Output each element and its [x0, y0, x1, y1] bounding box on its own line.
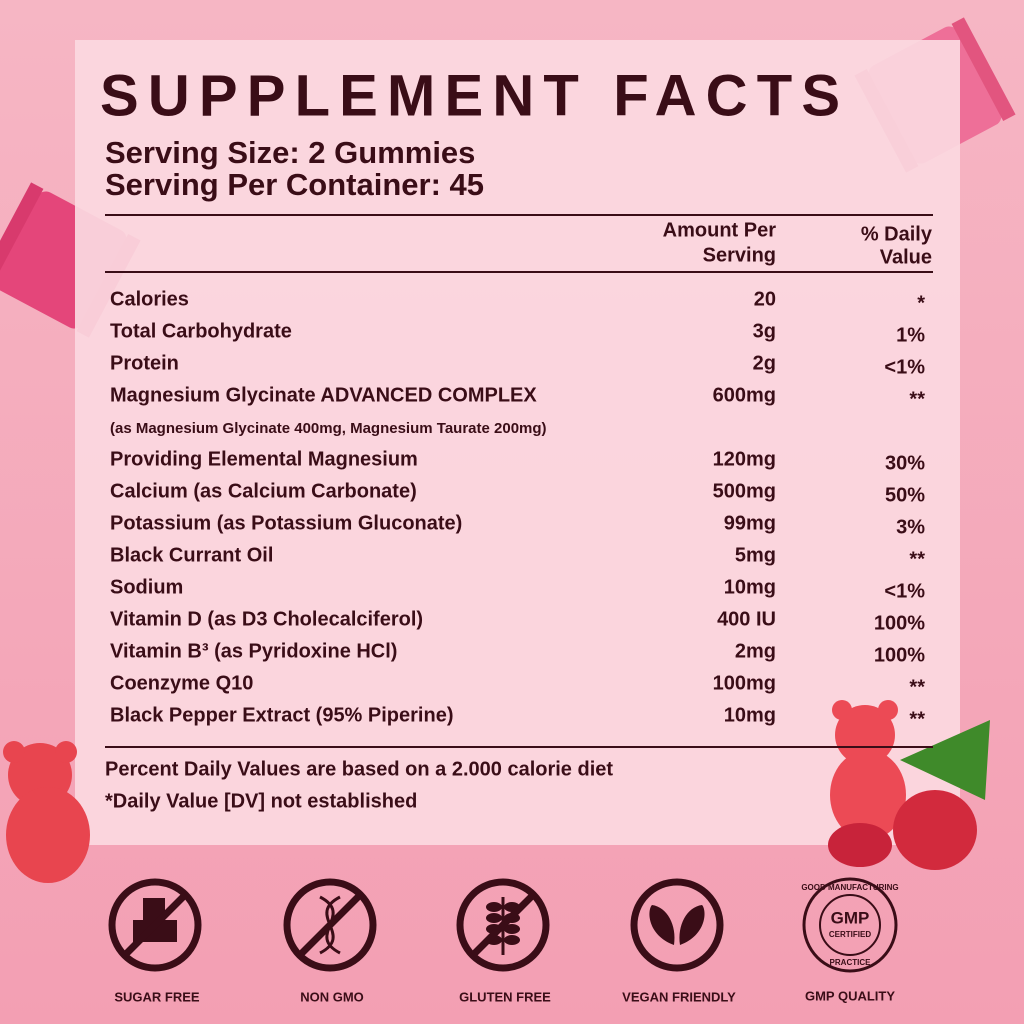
seal-text: PRACTICE — [830, 958, 872, 967]
nutrient-name: Black Currant Oil — [110, 544, 273, 566]
icon — [133, 920, 155, 942]
nutrient-name: Magnesium Glycinate ADVANCED COMPLEX — [110, 384, 537, 406]
nutrient-amount: 400 IU — [717, 608, 776, 630]
badge-ring — [283, 878, 377, 972]
badge-ring — [630, 878, 724, 972]
footnote: Percent Daily Values are based on a 2.00… — [105, 758, 613, 780]
nutrient-name: Potassium (as Potassium Gluconate) — [110, 512, 462, 534]
badge-slash — [297, 892, 363, 958]
nutrient-name: Total Carbohydrate — [110, 320, 292, 342]
servings-per-container: Serving Per Container: 45 — [105, 167, 484, 202]
nutrient-amount: 600mg — [713, 384, 776, 406]
daily-value: 100% — [874, 644, 925, 666]
nutrient-name: Black Pepper Extract (95% Piperine) — [110, 704, 453, 726]
nutrient-amount: 100mg — [713, 672, 776, 694]
icon — [486, 902, 502, 912]
nutrient-name: Vitamin D (as D3 Cholecalciferol) — [110, 608, 423, 630]
nutrient-amount: 2g — [753, 352, 776, 374]
column-header: % Daily — [861, 223, 933, 245]
nutrient-amount: 10mg — [724, 576, 776, 598]
nutrient-name: Calcium (as Calcium Carbonate) — [110, 480, 417, 502]
seal-ring — [819, 894, 881, 956]
seal-text: CERTIFIED — [829, 930, 871, 939]
badge-label: VEGAN FRIENDLY — [622, 989, 736, 1004]
daily-value: 50% — [885, 484, 925, 506]
raspberries — [828, 720, 990, 870]
serving-size: Serving Size: 2 Gummies — [105, 135, 475, 170]
daily-value: <1% — [884, 580, 925, 602]
icon — [143, 898, 165, 920]
badge: GOOD MANUFACTURING GMP CERTIFIED PRACTICE GM… — [801, 877, 899, 1003]
column-header: Amount Per — [663, 219, 777, 241]
nutrient-name: Protein — [110, 352, 179, 374]
daily-value: 100% — [874, 612, 925, 634]
icon — [155, 920, 177, 942]
rows: Calories 20 * Total Carbohydrate 3g 1% Protein… — [110, 288, 925, 730]
panel — [75, 40, 960, 845]
nutrient-amount: 20 — [754, 288, 776, 310]
column-header: Value — [880, 246, 932, 268]
icon — [504, 924, 520, 934]
badge-ring — [456, 878, 550, 972]
nutrient-name: Providing Elemental Magnesium — [110, 448, 418, 470]
nutrient-amount: 99mg — [724, 512, 776, 534]
seal-text: GOOD MANUFACTURING — [801, 883, 898, 892]
icon — [649, 905, 705, 945]
title: SUPPLEMENT FACTS — [100, 63, 840, 128]
badge-label: NON GMO — [300, 989, 364, 1004]
badge-label: GMP QUALITY — [805, 988, 895, 1003]
nutrient-amount: 5mg — [735, 544, 776, 566]
nutrient-note: (as Magnesium Glycinate 400mg, Magnesium… — [110, 420, 547, 437]
daily-value: * — [917, 292, 925, 314]
footnote: *Daily Value [DV] not established — [105, 790, 417, 812]
gummy-bear-right — [830, 700, 906, 840]
nutrient-name: Coenzyme Q10 — [110, 672, 253, 694]
nutrient-name: Calories — [110, 288, 189, 310]
daily-value: ** — [909, 708, 925, 730]
badge-slash — [470, 892, 536, 958]
nutrient-amount: 3g — [753, 320, 776, 342]
nutrient-amount: 500mg — [713, 480, 776, 502]
seal-text: GMP — [831, 908, 870, 927]
nutrient-amount: 10mg — [724, 704, 776, 726]
badge: SUGAR FREE — [108, 878, 202, 1004]
badge-label: SUGAR FREE — [114, 989, 200, 1004]
seal-ring — [802, 877, 898, 973]
gummy-bear-left — [3, 741, 90, 883]
daily-value: <1% — [884, 356, 925, 378]
daily-value: 3% — [896, 516, 925, 538]
badge-slash — [122, 892, 188, 958]
nutrient-amount: 2mg — [735, 640, 776, 662]
badge-label: GLUTEN FREE — [459, 989, 551, 1004]
badge: GLUTEN FREE — [456, 878, 551, 1004]
badges: SUGAR FREE NON GMO GLUTEN FREE VEGAN FRIEND… — [108, 877, 899, 1004]
nutrient-name: Vitamin B³ (as Pyridoxine HCl) — [110, 640, 397, 662]
badge-ring — [108, 878, 202, 972]
nutrient-amount: 120mg — [713, 448, 776, 470]
nutrient-name: Sodium — [110, 576, 183, 598]
badge: VEGAN FRIENDLY — [622, 878, 736, 1004]
daily-value: 1% — [896, 324, 925, 346]
icon — [486, 913, 502, 923]
daily-value: ** — [909, 548, 925, 570]
icon — [504, 935, 520, 945]
daily-value: 30% — [885, 452, 925, 474]
badge: NON GMO — [283, 878, 377, 1004]
column-header: Serving — [703, 244, 776, 266]
daily-value: ** — [909, 676, 925, 698]
daily-value: ** — [909, 388, 925, 410]
